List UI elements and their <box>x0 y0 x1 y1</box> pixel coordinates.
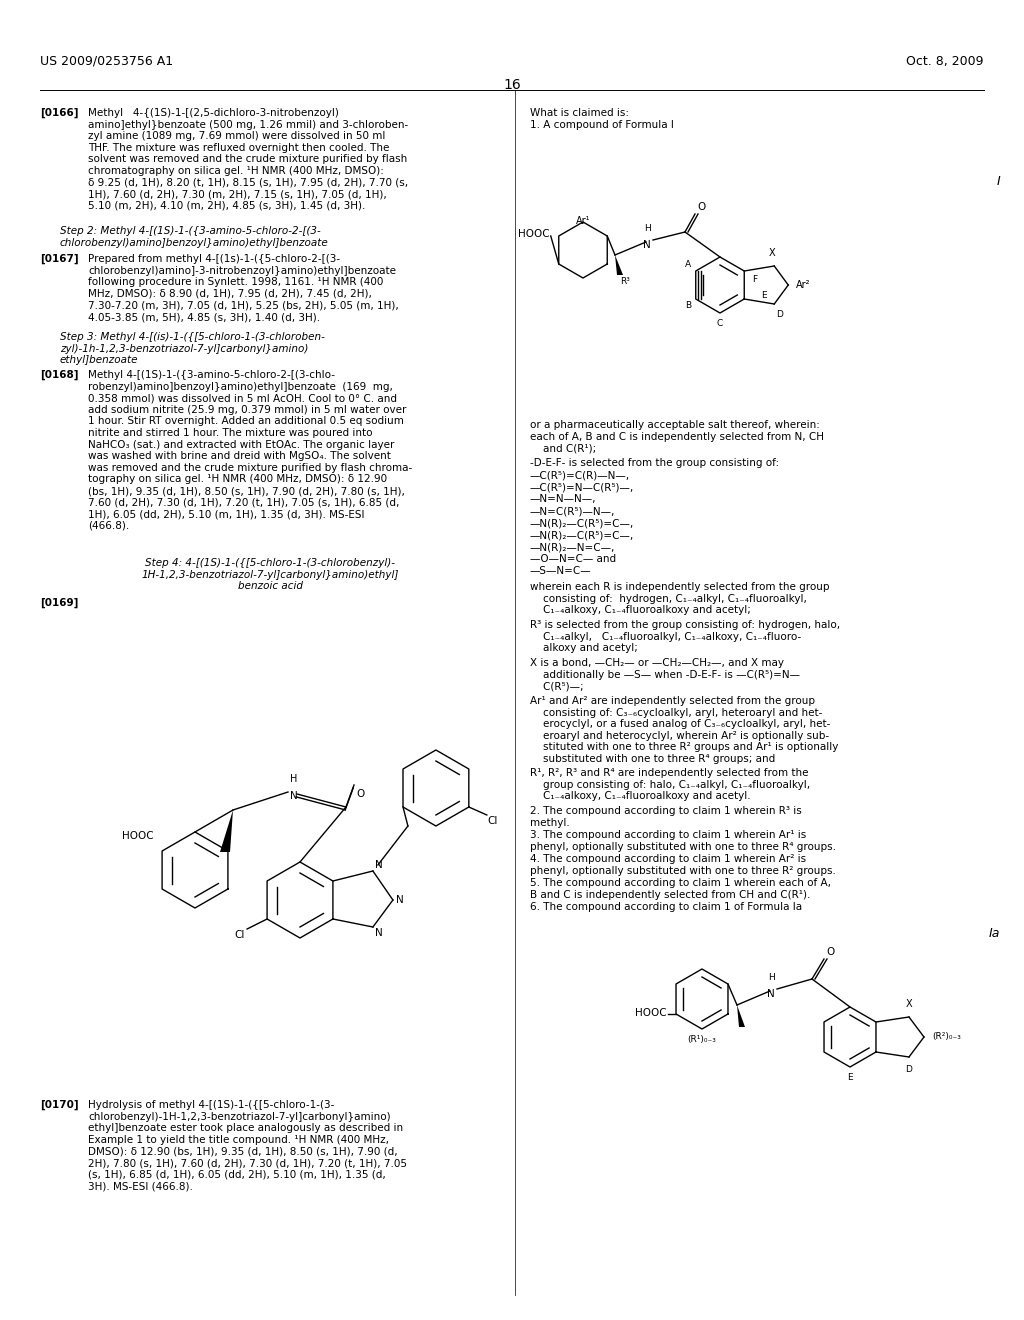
Text: —C(R⁵)=C(R)—N—,: —C(R⁵)=C(R)—N—, <box>530 470 630 480</box>
Text: 16: 16 <box>503 78 521 92</box>
Text: 6. The compound according to claim 1 of Formula Ia: 6. The compound according to claim 1 of … <box>530 902 802 912</box>
Text: N: N <box>375 928 383 939</box>
Text: Ia: Ia <box>988 927 1000 940</box>
Text: Step 2: Methyl 4-[(1S)-1-({3-amino-5-chloro-2-[(3-
chlorobenzyl)amino]benzoyl}am: Step 2: Methyl 4-[(1S)-1-({3-amino-5-chl… <box>60 226 329 248</box>
Text: US 2009/0253756 A1: US 2009/0253756 A1 <box>40 55 173 69</box>
Text: H: H <box>290 774 297 784</box>
Text: 4. The compound according to claim 1 wherein Ar² is
phenyl, optionally substitut: 4. The compound according to claim 1 whe… <box>530 854 836 875</box>
Text: O: O <box>356 789 365 799</box>
Text: 5. The compound according to claim 1 wherein each of A,
B and C is independently: 5. The compound according to claim 1 whe… <box>530 878 831 900</box>
Text: 2. The compound according to claim 1 wherein R³ is
methyl.: 2. The compound according to claim 1 whe… <box>530 807 802 828</box>
Text: —N(R)₂—C(R⁵)=C—,: —N(R)₂—C(R⁵)=C—, <box>530 531 634 540</box>
Text: HOOC: HOOC <box>518 228 550 239</box>
Text: Ar²: Ar² <box>797 280 811 290</box>
Text: (R¹)₀₋₃: (R¹)₀₋₃ <box>687 1035 717 1044</box>
Text: [0166]: [0166] <box>40 108 79 119</box>
Text: E: E <box>762 292 767 301</box>
Text: —N=N—N—,: —N=N—N—, <box>530 494 597 504</box>
Text: (R²)₀₋₃: (R²)₀₋₃ <box>932 1032 961 1041</box>
Text: Oct. 8, 2009: Oct. 8, 2009 <box>906 55 984 69</box>
Text: Step 4: 4-[(1S)-1-({[5-chloro-1-(3-chlorobenzyl)-
1H-1,2,3-benzotriazol-7-yl]car: Step 4: 4-[(1S)-1-({[5-chloro-1-(3-chlor… <box>141 558 398 591</box>
Text: —S—N=C—: —S—N=C— <box>530 566 592 576</box>
Text: D: D <box>905 1065 912 1074</box>
Text: Step 3: Methyl 4-[(is)-1-({[5-chloro-1-(3-chloroben-
zyl)-1h-1,2,3-benzotriazol-: Step 3: Methyl 4-[(is)-1-({[5-chloro-1-(… <box>60 333 325 366</box>
Text: [0169]: [0169] <box>40 598 79 609</box>
Text: H: H <box>644 224 651 234</box>
Text: —N(R)₂—N=C—,: —N(R)₂—N=C—, <box>530 543 615 552</box>
Text: Methyl   4-{(1S)-1-[(2,5-dichloro-3-nitrobenzoyl)
amino]ethyl}benzoate (500 mg, : Methyl 4-{(1S)-1-[(2,5-dichloro-3-nitrob… <box>88 108 409 211</box>
Text: I: I <box>996 176 1000 187</box>
Text: F: F <box>753 275 758 284</box>
Text: —N=C(R⁵)—N—,: —N=C(R⁵)—N—, <box>530 506 615 516</box>
Text: Hydrolysis of methyl 4-[(1S)-1-({[5-chloro-1-(3-
chlorobenzyl)-1H-1,2,3-benzotri: Hydrolysis of methyl 4-[(1S)-1-({[5-chlo… <box>88 1100 407 1191</box>
Text: X: X <box>905 999 912 1008</box>
Text: C: C <box>717 319 723 327</box>
Text: [0170]: [0170] <box>40 1100 79 1110</box>
Text: N: N <box>643 240 651 249</box>
Text: A: A <box>685 260 691 269</box>
Text: [0167]: [0167] <box>40 253 79 264</box>
Polygon shape <box>737 1005 745 1027</box>
Text: N: N <box>290 791 298 801</box>
Text: or a pharmaceutically acceptable salt thereof, wherein:
each of A, B and C is in: or a pharmaceutically acceptable salt th… <box>530 420 824 453</box>
Polygon shape <box>615 255 623 275</box>
Text: B: B <box>685 301 691 310</box>
Polygon shape <box>220 810 233 851</box>
Text: -D-E-F- is selected from the group consisting of:: -D-E-F- is selected from the group consi… <box>530 458 779 469</box>
Text: Ar¹ and Ar² are independently selected from the group
    consisting of: C₃₋₆cyc: Ar¹ and Ar² are independently selected f… <box>530 696 839 764</box>
Text: What is claimed is:: What is claimed is: <box>530 108 629 117</box>
Text: O: O <box>697 202 706 213</box>
Text: HOOC: HOOC <box>123 832 154 841</box>
Text: Methyl 4-[(1S)-1-({3-amino-5-chloro-2-[(3-chlo-
robenzyl)amino]benzoyl}amino)eth: Methyl 4-[(1S)-1-({3-amino-5-chloro-2-[(… <box>88 370 413 531</box>
Text: R¹, R², R³ and R⁴ are independently selected from the
    group consisting of: h: R¹, R², R³ and R⁴ are independently sele… <box>530 768 810 801</box>
Text: N: N <box>396 895 403 906</box>
Text: D: D <box>776 310 783 319</box>
Text: HOOC: HOOC <box>636 1008 667 1018</box>
Text: O: O <box>826 946 835 957</box>
Text: —O—N=C— and: —O—N=C— and <box>530 554 616 564</box>
Text: N: N <box>375 861 383 870</box>
Text: —C(R⁵)=N—C(R⁵)—,: —C(R⁵)=N—C(R⁵)—, <box>530 482 634 492</box>
Text: 1. A compound of Formula I: 1. A compound of Formula I <box>530 120 674 129</box>
Text: wherein each R is independently selected from the group
    consisting of:  hydr: wherein each R is independently selected… <box>530 582 829 615</box>
Text: R³: R³ <box>620 277 630 286</box>
Text: X is a bond, —CH₂— or —CH₂—CH₂—, and X may
    additionally be —S— when -D-E-F- : X is a bond, —CH₂— or —CH₂—CH₂—, and X m… <box>530 657 800 692</box>
Text: 3. The compound according to claim 1 wherein Ar¹ is
phenyl, optionally substitut: 3. The compound according to claim 1 whe… <box>530 830 836 851</box>
Text: [0168]: [0168] <box>40 370 79 380</box>
Text: X: X <box>769 248 775 257</box>
Text: Prepared from methyl 4-[(1s)-1-({5-chloro-2-[(3-
chlorobenzyl)amino]-3-nitrobenz: Prepared from methyl 4-[(1s)-1-({5-chlor… <box>88 253 398 322</box>
Text: H: H <box>768 973 775 982</box>
Text: R³ is selected from the group consisting of: hydrogen, halo,
    C₁₋₄alkyl,   C₁: R³ is selected from the group consisting… <box>530 620 840 653</box>
Text: Cl: Cl <box>487 816 499 826</box>
Text: Cl: Cl <box>234 931 245 940</box>
Text: —N(R)₂—C(R⁵)=C—,: —N(R)₂—C(R⁵)=C—, <box>530 517 634 528</box>
Text: Ar¹: Ar¹ <box>575 216 590 226</box>
Text: N: N <box>767 989 775 999</box>
Text: E: E <box>847 1073 853 1082</box>
